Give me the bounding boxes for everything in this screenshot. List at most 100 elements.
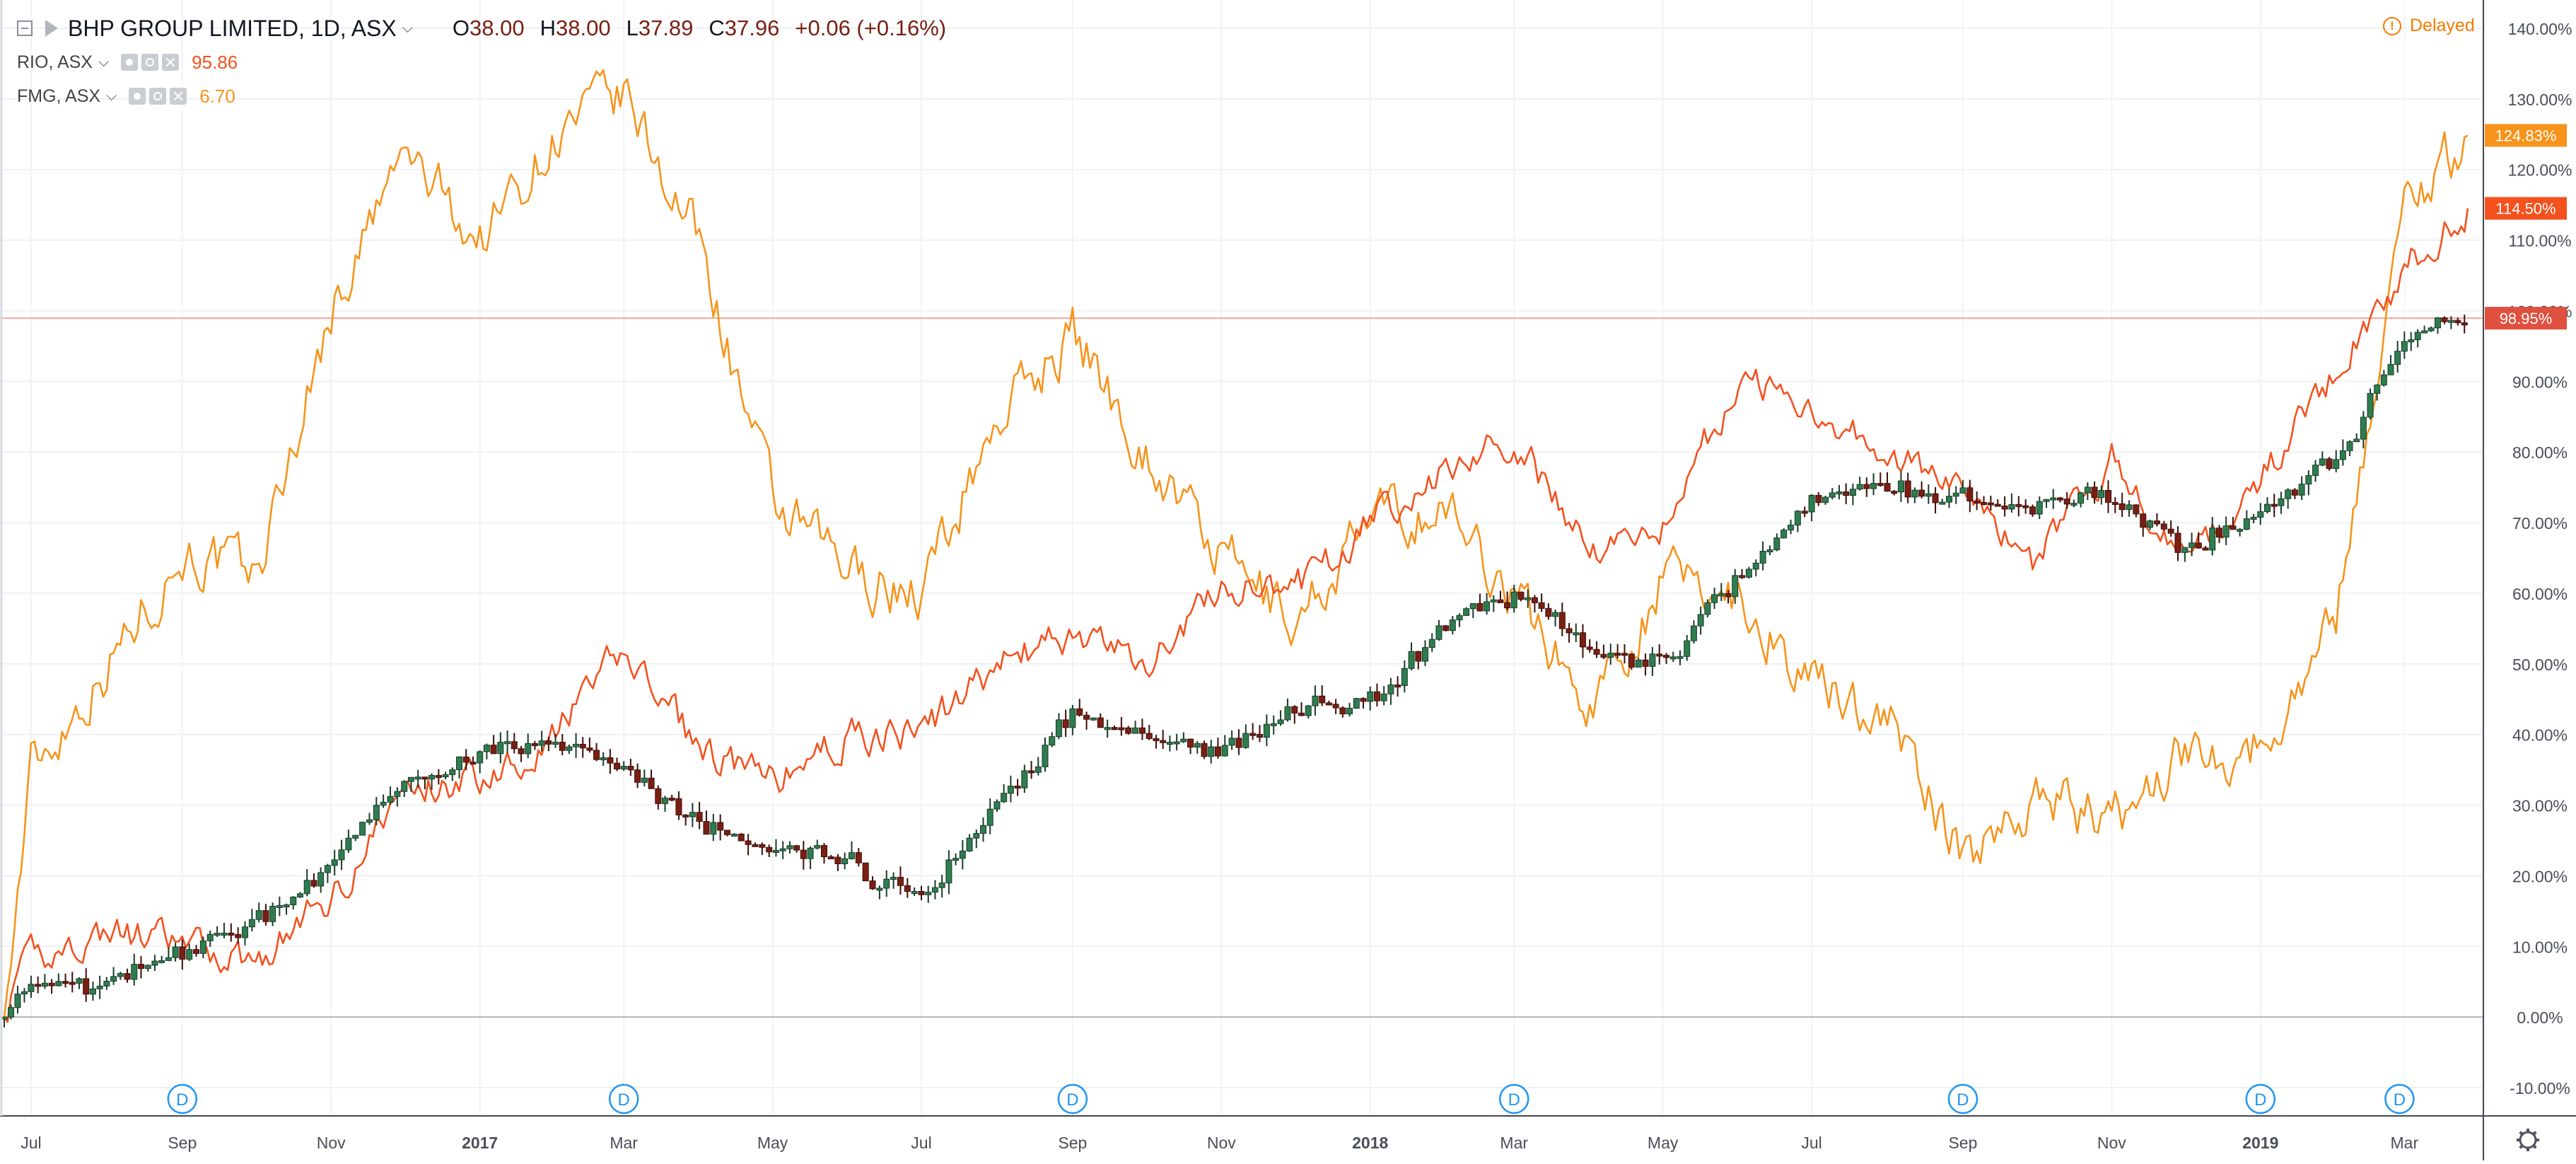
- candle[interactable]: [1952, 486, 1959, 504]
- dividend-marker[interactable]: D: [2245, 1083, 2276, 1114]
- candle[interactable]: [1277, 710, 1284, 726]
- candle[interactable]: [117, 972, 124, 980]
- candle[interactable]: [966, 834, 973, 852]
- candle[interactable]: [359, 821, 366, 836]
- candle[interactable]: [883, 870, 890, 897]
- candle[interactable]: [1621, 644, 1628, 664]
- candle[interactable]: [62, 973, 69, 988]
- candle[interactable]: [993, 799, 1001, 812]
- candle[interactable]: [2140, 513, 2147, 537]
- candle[interactable]: [724, 830, 731, 837]
- candle[interactable]: [1586, 639, 1593, 653]
- candle[interactable]: [1069, 704, 1076, 735]
- candle[interactable]: [2333, 450, 2340, 472]
- candle[interactable]: [682, 814, 689, 826]
- candle[interactable]: [1001, 784, 1008, 803]
- close-icon[interactable]: [162, 54, 180, 71]
- candle[interactable]: [1663, 653, 1670, 664]
- candle[interactable]: [2195, 532, 2202, 549]
- candle[interactable]: [759, 842, 766, 856]
- candle[interactable]: [338, 839, 345, 871]
- candle[interactable]: [1235, 729, 1242, 755]
- candle[interactable]: [1656, 644, 1663, 665]
- candle[interactable]: [1160, 729, 1167, 749]
- candle[interactable]: [2319, 451, 2326, 467]
- candle[interactable]: [373, 796, 380, 826]
- candle[interactable]: [283, 903, 290, 915]
- candle[interactable]: [2015, 496, 2022, 517]
- candle[interactable]: [1677, 650, 1684, 665]
- candle[interactable]: [1062, 709, 1069, 737]
- candle[interactable]: [2421, 325, 2428, 334]
- candle[interactable]: [1153, 735, 1160, 749]
- candle[interactable]: [586, 737, 593, 753]
- candle[interactable]: [1270, 715, 1277, 735]
- candle[interactable]: [668, 794, 675, 802]
- collapse-icon[interactable]: [17, 21, 33, 36]
- candle[interactable]: [2084, 482, 2091, 500]
- candle[interactable]: [620, 761, 627, 772]
- candle[interactable]: [1593, 641, 1600, 658]
- candle[interactable]: [2181, 547, 2189, 562]
- candle[interactable]: [144, 965, 151, 972]
- candle[interactable]: [1545, 603, 1552, 620]
- candle[interactable]: [158, 955, 165, 964]
- candle[interactable]: [1298, 702, 1305, 716]
- candle[interactable]: [1490, 595, 1497, 612]
- candle[interactable]: [1173, 733, 1180, 751]
- candle[interactable]: [1932, 487, 1939, 514]
- candle[interactable]: [1097, 713, 1104, 728]
- settings-icon[interactable]: [2517, 1129, 2539, 1151]
- candle[interactable]: [786, 841, 793, 854]
- gear-icon[interactable]: [141, 54, 159, 71]
- candle[interactable]: [2056, 496, 2063, 503]
- candle[interactable]: [573, 733, 580, 758]
- candle[interactable]: [1401, 660, 1408, 693]
- candle[interactable]: [2050, 489, 2057, 509]
- candle[interactable]: [1166, 735, 1173, 752]
- candle[interactable]: [2428, 326, 2435, 332]
- candle[interactable]: [1146, 725, 1153, 740]
- candle[interactable]: [634, 763, 641, 788]
- candle[interactable]: [303, 868, 310, 897]
- candle[interactable]: [2119, 492, 2126, 518]
- candle[interactable]: [1794, 510, 1801, 532]
- candle[interactable]: [172, 943, 179, 962]
- dividend-marker[interactable]: D: [608, 1083, 639, 1114]
- candle[interactable]: [199, 936, 206, 959]
- candle[interactable]: [1525, 589, 1532, 608]
- candle[interactable]: [973, 830, 980, 849]
- candle[interactable]: [2070, 499, 2077, 508]
- candle[interactable]: [1558, 603, 1566, 636]
- candle[interactable]: [96, 975, 103, 999]
- candle[interactable]: [2147, 519, 2154, 530]
- candle[interactable]: [2454, 318, 2461, 326]
- candle[interactable]: [607, 749, 614, 774]
- candle[interactable]: [1517, 591, 1525, 602]
- candle[interactable]: [55, 973, 62, 987]
- candle[interactable]: [793, 844, 800, 853]
- candle[interactable]: [1510, 584, 1517, 613]
- candle[interactable]: [855, 848, 862, 867]
- candle[interactable]: [1187, 738, 1194, 755]
- candle[interactable]: [2414, 329, 2421, 348]
- candle[interactable]: [1332, 699, 1339, 714]
- candle[interactable]: [435, 769, 442, 785]
- candle[interactable]: [1125, 726, 1132, 735]
- candle[interactable]: [931, 880, 938, 900]
- candle[interactable]: [772, 839, 779, 857]
- candle[interactable]: [1353, 697, 1360, 709]
- candle[interactable]: [2326, 457, 2333, 471]
- candle[interactable]: [1732, 569, 1739, 604]
- candle[interactable]: [2353, 433, 2360, 443]
- candle[interactable]: [1788, 519, 1795, 535]
- candle[interactable]: [1415, 651, 1422, 670]
- candle[interactable]: [1566, 622, 1573, 643]
- close-icon[interactable]: [170, 88, 187, 105]
- candle[interactable]: [1773, 533, 1781, 552]
- candle[interactable]: [137, 955, 144, 979]
- candle[interactable]: [1380, 686, 1387, 706]
- candle[interactable]: [1884, 472, 1891, 492]
- candle[interactable]: [2291, 488, 2298, 499]
